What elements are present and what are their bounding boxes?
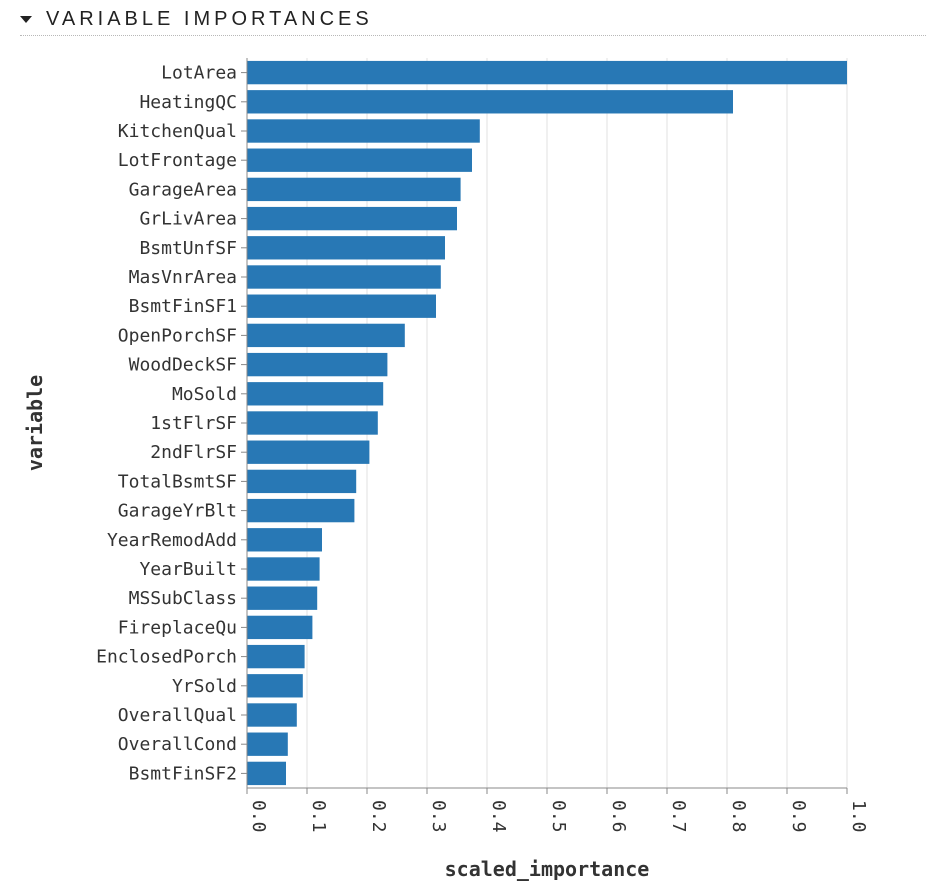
y-tick-label: GarageYrBlt <box>118 501 237 522</box>
y-tick-label: BsmtFinSF2 <box>129 763 237 784</box>
x-tick-label: 0.0 <box>248 800 269 833</box>
variable-importance-chart: LotArea HeatingQC KitchenQual LotFrontage Ga… <box>23 58 869 881</box>
y-tick-label: BsmtFinSF1 <box>129 296 237 317</box>
bar <box>247 294 436 318</box>
bar <box>247 528 322 552</box>
bar <box>247 703 297 727</box>
y-tick-label: TotalBsmtSF <box>118 471 237 492</box>
bar <box>247 732 288 756</box>
x-tick-label: 0.6 <box>608 800 629 833</box>
bar <box>247 615 313 640</box>
y-tick-label: WoodDeckSF <box>129 355 237 376</box>
y-tick-label: MoSold <box>172 384 237 405</box>
y-tick-label: HeatingQC <box>139 92 237 113</box>
bars <box>247 60 847 786</box>
x-axis: 0.0 0.1 0.2 0.3 0.4 0.5 0.6 0.7 0.8 0.9 1.0 <box>246 58 869 833</box>
bar <box>247 206 457 231</box>
y-tick-label: OpenPorchSF <box>118 325 237 346</box>
y-tick-label: LotArea <box>161 63 237 84</box>
y-tick-label: FireplaceQu <box>118 617 237 638</box>
bar <box>247 177 461 202</box>
bar <box>247 265 441 289</box>
x-axis-title: scaled_importance <box>445 857 650 881</box>
y-tick-label: GarageArea <box>129 179 237 200</box>
y-tick-label: KitchenQual <box>118 121 237 142</box>
bar <box>247 352 388 377</box>
x-tick-label: 0.3 <box>428 800 449 833</box>
bar <box>247 411 378 435</box>
y-tick-label: OverallCond <box>118 734 237 755</box>
y-tick-label: YrSold <box>172 676 237 697</box>
x-tick-label: 0.2 <box>368 800 389 833</box>
section-title: VARIABLE IMPORTANCES <box>46 8 373 30</box>
bar <box>247 382 384 406</box>
y-tick-label: EnclosedPorch <box>96 647 237 668</box>
y-tick-label: YearBuilt <box>139 559 237 580</box>
y-tick-label: YearRemodAdd <box>107 530 237 551</box>
x-tick-label: 1.0 <box>848 800 869 833</box>
y-tick-label: MasVnrArea <box>129 267 237 288</box>
y-tick-label: GrLivArea <box>139 209 237 230</box>
y-tick-labels: LotArea HeatingQC KitchenQual LotFrontage Ga… <box>96 63 247 784</box>
y-axis-title: variable <box>23 375 47 471</box>
x-tick-label: 0.1 <box>308 800 329 833</box>
y-tick-label: OverallQual <box>118 705 237 726</box>
section-header: VARIABLE IMPORTANCES <box>20 6 926 36</box>
y-tick-label: MSSubClass <box>129 588 237 609</box>
caret-down-icon[interactable] <box>20 16 32 23</box>
x-tick-label: 0.9 <box>788 800 809 833</box>
bar <box>247 557 320 581</box>
bar <box>247 674 303 698</box>
bar <box>247 119 480 143</box>
bar <box>247 498 355 523</box>
x-tick-label: 0.5 <box>548 800 569 833</box>
bar <box>247 761 286 786</box>
y-tick-label: LotFrontage <box>118 150 237 171</box>
x-tick-label: 0.4 <box>488 800 509 833</box>
bar <box>247 60 847 85</box>
bar <box>247 90 733 114</box>
bar <box>247 440 370 464</box>
x-tick-label: 0.7 <box>668 800 689 833</box>
bar <box>247 148 472 172</box>
bar <box>247 644 305 669</box>
y-tick-label: 2ndFlrSF <box>150 442 237 463</box>
y-tick-label: 1stFlrSF <box>150 413 237 434</box>
bar <box>247 469 357 494</box>
bar <box>247 586 318 610</box>
bar <box>247 323 405 348</box>
bar <box>247 236 445 260</box>
y-tick-label: BsmtUnfSF <box>139 238 237 259</box>
x-tick-label: 0.8 <box>728 800 749 833</box>
